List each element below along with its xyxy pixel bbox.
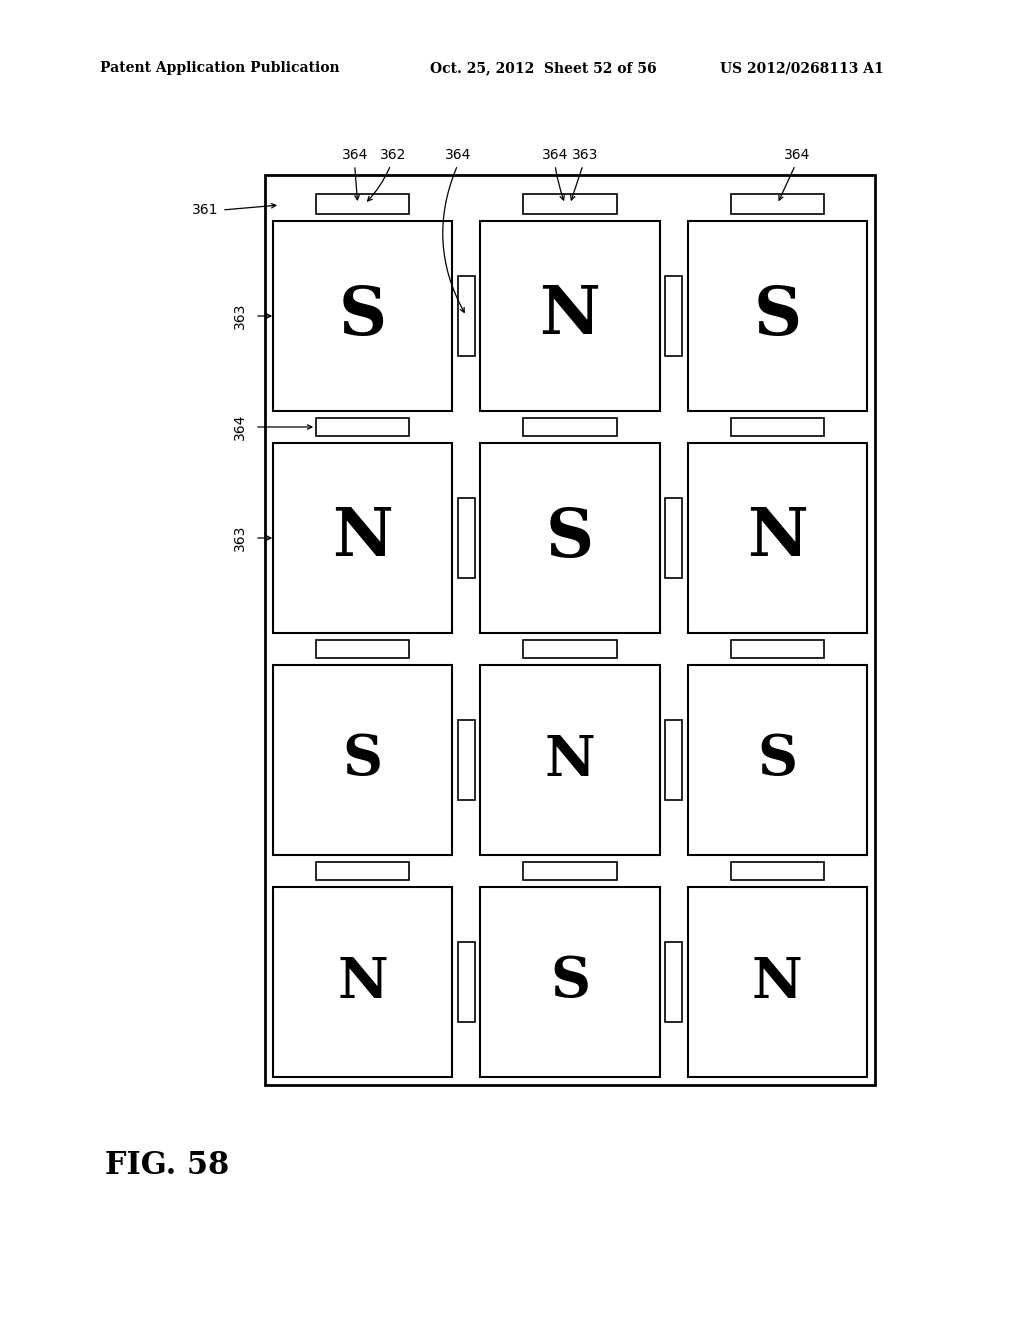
Bar (480, 887, 659, 1077)
Text: 364: 364 (444, 148, 471, 162)
Text: 362: 362 (380, 148, 406, 162)
Bar (273, 887, 453, 1077)
Text: 363: 363 (571, 148, 598, 162)
Bar (523, 862, 616, 880)
Text: N: N (545, 733, 595, 788)
Bar (458, 498, 475, 578)
Text: 364: 364 (542, 148, 568, 162)
Text: S: S (754, 284, 802, 348)
Text: 364: 364 (784, 148, 811, 162)
Bar (273, 444, 453, 634)
Text: Patent Application Publication: Patent Application Publication (100, 61, 340, 75)
Text: 361: 361 (191, 203, 218, 216)
Bar (480, 444, 659, 634)
Text: N: N (746, 506, 808, 570)
Text: S: S (343, 733, 383, 788)
Text: 363: 363 (233, 525, 247, 552)
Text: N: N (540, 284, 600, 348)
Bar (523, 640, 616, 657)
Bar (731, 640, 824, 657)
Bar (316, 640, 410, 657)
Bar (458, 721, 475, 800)
Bar (666, 942, 682, 1022)
Text: FIG. 58: FIG. 58 (105, 1150, 229, 1180)
Text: Oct. 25, 2012  Sheet 52 of 56: Oct. 25, 2012 Sheet 52 of 56 (430, 61, 656, 75)
Bar (666, 498, 682, 578)
Bar (688, 665, 867, 855)
Bar (731, 418, 824, 436)
Text: N: N (333, 506, 393, 570)
Text: S: S (546, 506, 594, 570)
Bar (265, 176, 874, 1085)
Bar (666, 721, 682, 800)
Text: S: S (550, 954, 590, 1010)
Bar (316, 862, 410, 880)
Text: N: N (337, 954, 388, 1010)
Bar (523, 418, 616, 436)
Bar (480, 665, 659, 855)
Bar (316, 194, 410, 214)
Bar (273, 220, 453, 411)
Text: US 2012/0268113 A1: US 2012/0268113 A1 (720, 61, 884, 75)
Text: 364: 364 (341, 148, 368, 162)
Bar (316, 418, 410, 436)
Bar (458, 276, 475, 356)
Bar (731, 862, 824, 880)
Bar (688, 444, 867, 634)
Bar (688, 887, 867, 1077)
Text: S: S (758, 733, 798, 788)
Bar (688, 220, 867, 411)
Bar (523, 194, 616, 214)
Bar (731, 194, 824, 214)
Bar (666, 276, 682, 356)
Bar (480, 220, 659, 411)
Text: 364: 364 (233, 413, 247, 440)
Text: S: S (339, 284, 387, 348)
Text: N: N (752, 954, 803, 1010)
Text: 363: 363 (233, 302, 247, 329)
Bar (458, 942, 475, 1022)
Bar (273, 665, 453, 855)
